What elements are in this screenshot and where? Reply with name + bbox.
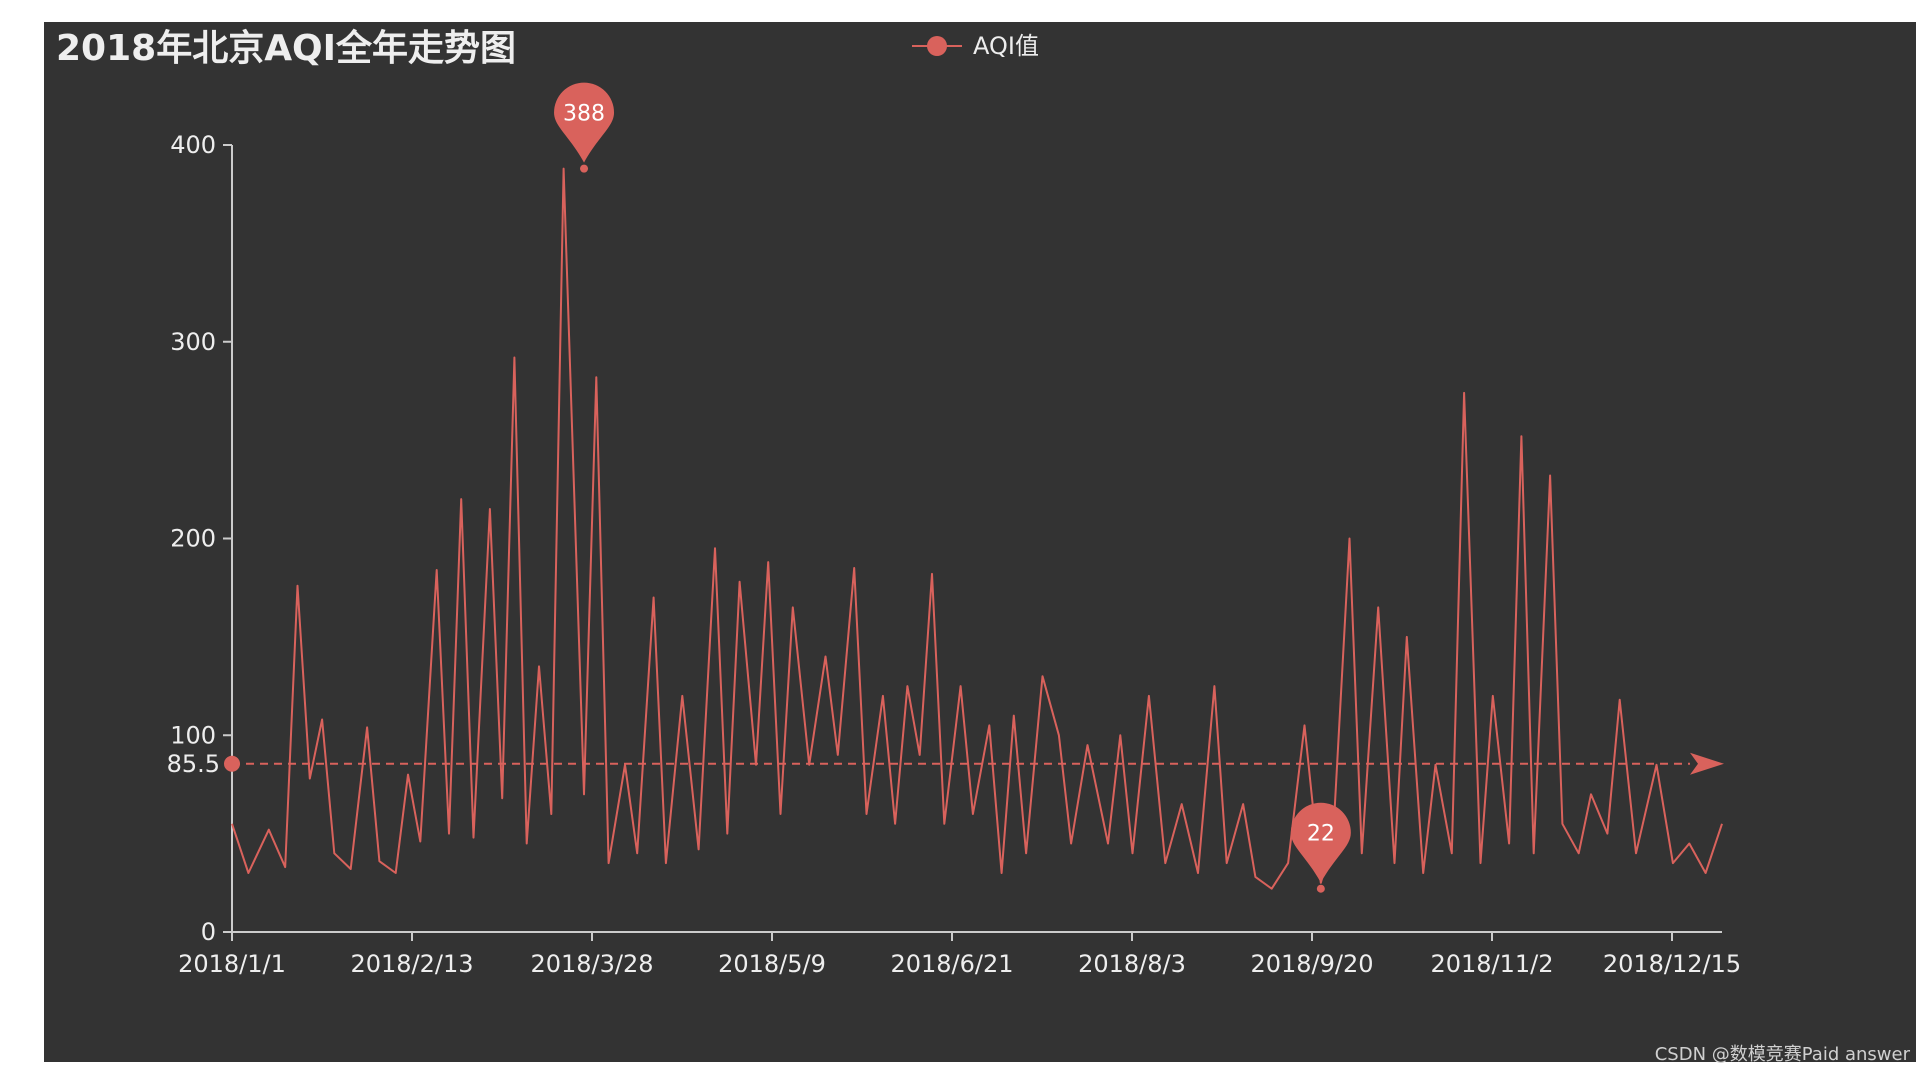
legend-marker-icon [927,36,947,56]
y-tick-label: 200 [170,525,216,553]
y-axis: 0 100 200 300 400 [170,131,233,946]
x-tick-label: 2018/6/21 [890,950,1013,978]
mark-point-dot [1316,884,1325,893]
series-line [231,167,1723,890]
mark-point-pin-icon [1290,802,1351,883]
y-tick-label: 0 [201,918,216,946]
y-tick-label: 300 [170,328,216,356]
x-tick-label: 2018/12/15 [1603,950,1741,978]
y-tick-label: 100 [170,721,216,749]
x-tick-label: 2018/3/28 [530,950,653,978]
x-tick-label: 2018/2/13 [350,950,473,978]
legend-label: AQI值 [973,32,1039,60]
average-line-start-marker [224,755,240,772]
x-tick-label: 2018/8/3 [1078,950,1186,978]
x-tick-label: 2018/11/2 [1430,950,1553,978]
y-tick-label: 400 [170,131,216,159]
legend[interactable]: AQI值 [912,32,1039,60]
chart-panel [44,22,1916,1062]
series-aqi [231,167,1723,890]
chart-title: 2018年北京AQI全年走势图 [56,27,516,69]
mark-points: 388 22 [554,82,1351,893]
x-tick-label: 2018/5/9 [718,950,826,978]
average-mark-line: 85.5 [167,750,1724,778]
mark-point-pin-icon [554,82,615,163]
average-line-arrow-icon [1690,752,1724,775]
x-axis: 2018/1/1 2018/2/13 2018/3/28 2018/5/9 2018/6… [178,931,1741,978]
x-tick-label: 2018/9/20 [1250,950,1373,978]
mark-point-label: 22 [1307,822,1335,847]
mark-point-dot [580,164,589,173]
watermark: CSDN @数模竞赛Paid answer [1654,1044,1910,1065]
average-line-label: 85.5 [167,750,220,778]
x-tick-label: 2018/1/1 [178,950,286,978]
mark-point-label: 388 [563,102,605,127]
